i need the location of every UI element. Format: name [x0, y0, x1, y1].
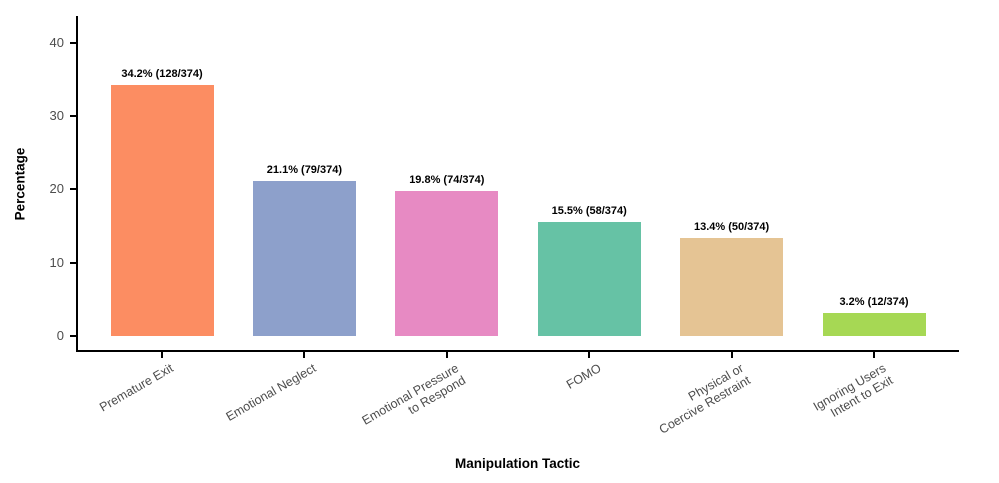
- y-axis-tick-label: 40: [49, 34, 64, 50]
- x-axis-tick: [730, 352, 733, 358]
- y-axis-tick: [70, 188, 76, 191]
- bar-emotional-neglect: [252, 181, 356, 336]
- x-axis-tick-label-premature-exit: Premature Exit: [97, 361, 176, 415]
- bar-value-label-premature-exit: 34.2% (128/374): [121, 68, 203, 81]
- y-axis-tick-label: 20: [49, 181, 64, 197]
- y-axis-tick: [70, 335, 76, 337]
- y-axis-tick: [70, 261, 76, 264]
- x-axis-tick-label-fomo: FOMO: [563, 361, 604, 392]
- bar-value-label-fomo: 15.5% (58/374): [551, 205, 627, 218]
- bar-premature-exit: [110, 85, 214, 336]
- bar-value-label-emotional-neglect: 21.1% (79/374): [266, 164, 342, 177]
- bar-fomo: [537, 222, 641, 336]
- x-axis-tick: [445, 352, 448, 358]
- plot-panel: 0 10 20 30 40 34.2% (128/374) Premature Exit 21…: [50, 16, 959, 437]
- x-axis-tick: [303, 352, 306, 358]
- y-axis-tick: [70, 115, 76, 118]
- bar-ignoring-users-intent-to-exit: [822, 312, 926, 336]
- bar-emotional-pressure-to-respond: [395, 190, 499, 336]
- x-axis-title: Manipulation Tactic: [454, 456, 580, 471]
- y-axis-tick-label: 0: [56, 328, 64, 343]
- x-axis-tick-label-emotional-pressure-to-respond: Emotional Pressure to Respond: [359, 361, 468, 428]
- x-axis-tick: [161, 352, 163, 358]
- y-axis-tick: [70, 41, 76, 44]
- x-axis-tick-label-ignoring-users-intent-to-exit: Ignoring Users Intent to Exit: [810, 361, 896, 421]
- y-axis-title: Percentage: [12, 147, 28, 221]
- bar-value-label-emotional-pressure-to-respond: 19.8% (74/374): [409, 173, 485, 186]
- y-axis-tick-label: 10: [49, 254, 64, 270]
- x-axis-tick-label-emotional-neglect: Emotional Neglect: [223, 361, 319, 424]
- x-axis-tick: [588, 352, 591, 358]
- bar-value-label-ignoring-users-intent-to-exit: 3.2% (12/374): [839, 295, 909, 308]
- x-axis-tick-label-physical-or-coercive-restraint: Physical or Coercive Restraint: [656, 361, 753, 437]
- x-axis-tick: [873, 352, 875, 358]
- bar-physical-or-coercive-restraint: [680, 237, 784, 336]
- y-axis-tick-label: 30: [49, 108, 64, 124]
- bar-value-label-physical-or-coercive-restraint: 13.4% (50/374): [693, 220, 770, 233]
